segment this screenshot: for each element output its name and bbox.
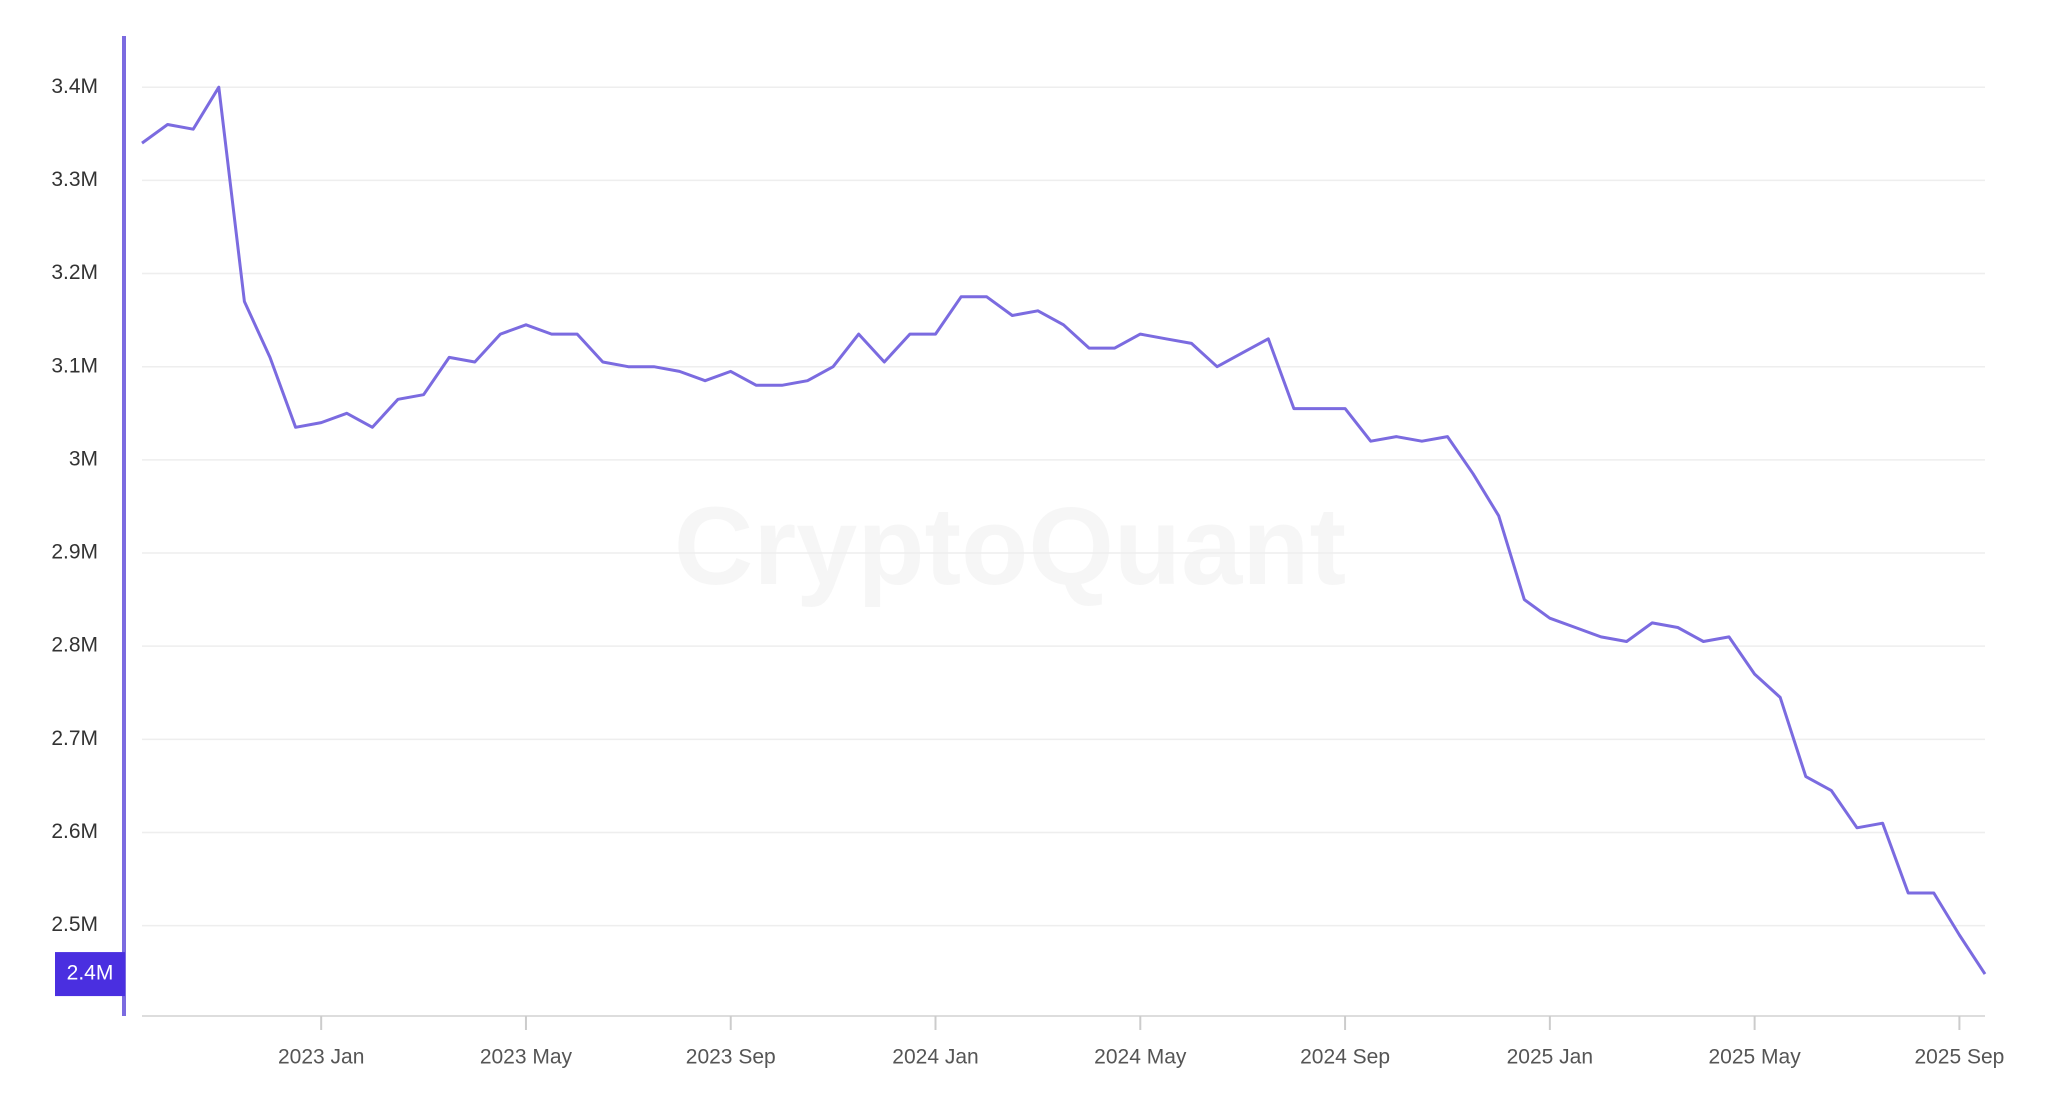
current-value-label: 2.4M	[67, 962, 114, 985]
y-tick-label: 2.8M	[51, 634, 98, 657]
x-tick-label: 2025 Sep	[1914, 1046, 2004, 1069]
y-tick-label: 3.2M	[51, 261, 98, 284]
y-tick-label: 2.5M	[51, 913, 98, 936]
data-line	[141, 85, 1987, 975]
y-tick-label: 3.4M	[51, 75, 98, 98]
y-tick-label: 2.7M	[51, 727, 98, 750]
x-tick-label: 2025 Jan	[1507, 1046, 1593, 1069]
y-tick-label: 2.6M	[51, 820, 98, 843]
x-tick-label: 2023 Jan	[278, 1046, 364, 1069]
x-tick-label: 2023 May	[480, 1046, 573, 1069]
x-tick-label: 2023 Sep	[686, 1046, 776, 1069]
y-tick-label: 3.1M	[51, 354, 98, 377]
y-tick-label: 2.9M	[51, 541, 98, 564]
x-tick-label: 2024 Jan	[892, 1046, 978, 1069]
y-tick-label: 3M	[69, 447, 98, 470]
x-tick-label: 2024 May	[1094, 1046, 1187, 1069]
x-tick-label: 2025 May	[1709, 1046, 1802, 1069]
watermark: CryptoQuant	[674, 485, 1346, 608]
current-value-box	[55, 952, 125, 997]
x-tick-label: 2024 Sep	[1300, 1046, 1390, 1069]
y-tick-label: 3.3M	[51, 168, 98, 191]
